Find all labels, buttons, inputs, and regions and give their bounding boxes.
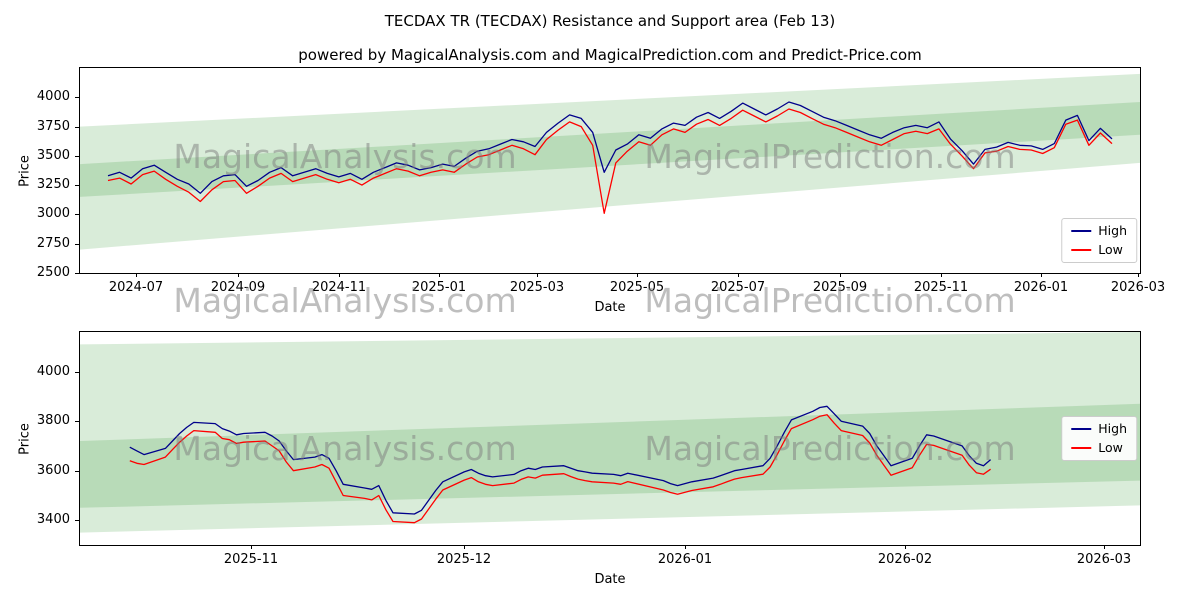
y-tick-mark — [75, 185, 79, 186]
high-legend-line-icon — [1071, 428, 1092, 430]
x-tick-label: 2026-03 — [1110, 280, 1166, 295]
x-tick-label: 2024-09 — [210, 280, 266, 295]
x-tick-mark — [738, 273, 739, 277]
y-tick-mark — [75, 471, 79, 472]
x-tick-label: 2025-09 — [812, 280, 868, 295]
x-tick-mark — [840, 273, 841, 277]
y-tick-mark — [75, 214, 79, 215]
figure-title: TECDAX TR (TECDAX) Resistance and Suppor… — [384, 12, 836, 30]
y-tick-label: 2500 — [36, 265, 70, 280]
low-legend-line-icon — [1071, 249, 1092, 251]
legend: High Low — [1061, 416, 1137, 461]
x-tick-mark — [537, 273, 538, 277]
x-tick-label: 2025-03 — [509, 280, 565, 295]
x-tick-label: 2025-05 — [609, 280, 665, 295]
legend-item-low: Low — [1071, 441, 1127, 455]
chart-canvas — [80, 332, 1140, 533]
x-tick-mark — [685, 545, 686, 549]
y-tick-mark — [75, 127, 79, 128]
low-legend-line-icon — [1071, 447, 1092, 449]
y-tick-mark — [75, 156, 79, 157]
y-axis-label: Price — [17, 155, 33, 187]
legend-label-high: High — [1098, 421, 1127, 436]
x-tick-mark — [238, 273, 239, 277]
legend-item-high: High — [1071, 422, 1127, 436]
x-tick-label: 2024-11 — [311, 280, 367, 295]
x-tick-label: 2026-01 — [1013, 280, 1069, 295]
legend: High Low — [1061, 218, 1137, 263]
legend-label-low: Low — [1098, 242, 1123, 257]
resistance-band — [80, 332, 1140, 508]
x-tick-label: 2026-01 — [657, 552, 713, 567]
resistance-band — [80, 73, 1140, 197]
x-tick-label: 2025-11 — [913, 280, 969, 295]
y-tick-label: 3500 — [36, 148, 70, 163]
x-tick-label: 2025-07 — [710, 280, 766, 295]
high-line — [107, 101, 1113, 194]
y-tick-mark — [75, 421, 79, 422]
legend-item-low: Low — [1071, 243, 1127, 257]
high-legend-line-icon — [1071, 230, 1092, 232]
figure-subtitle: powered by MagicalAnalysis.com and Magic… — [298, 46, 922, 64]
x-tick-label: 2024-07 — [108, 280, 164, 295]
plot-area-main — [79, 67, 1141, 274]
x-tick-label: 2025-12 — [436, 552, 492, 567]
y-tick-mark — [75, 273, 79, 274]
x-axis-label: Date — [594, 572, 626, 587]
y-tick-label: 3800 — [36, 413, 70, 428]
x-tick-mark — [464, 545, 465, 549]
x-tick-mark — [251, 545, 252, 549]
support-band — [80, 403, 1140, 533]
x-tick-label: 2026-02 — [877, 552, 933, 567]
x-tick-mark — [1041, 273, 1042, 277]
legend-label-high: High — [1098, 223, 1127, 238]
y-tick-label: 3000 — [36, 206, 70, 221]
x-tick-label: 2026-03 — [1076, 552, 1132, 567]
x-tick-mark — [905, 545, 906, 549]
x-tick-mark — [637, 273, 638, 277]
x-tick-mark — [339, 273, 340, 277]
y-tick-mark — [75, 372, 79, 373]
x-tick-mark — [136, 273, 137, 277]
y-tick-mark — [75, 97, 79, 98]
x-tick-label: 2025-01 — [411, 280, 467, 295]
legend-label-low: Low — [1098, 440, 1123, 455]
x-tick-mark — [439, 273, 440, 277]
x-axis-label: Date — [594, 300, 626, 315]
legend-item-high: High — [1071, 224, 1127, 238]
support-band — [80, 102, 1140, 250]
low-line — [129, 414, 991, 524]
y-tick-label: 4000 — [36, 364, 70, 379]
x-tick-mark — [1104, 545, 1105, 549]
y-tick-label: 3600 — [36, 463, 70, 478]
y-tick-label: 3750 — [36, 119, 70, 134]
low-line — [107, 108, 1113, 214]
y-tick-label: 2750 — [36, 236, 70, 251]
y-tick-label: 3250 — [36, 177, 70, 192]
chart-canvas — [80, 73, 1140, 250]
x-tick-mark — [1138, 273, 1139, 277]
x-tick-label: 2025-11 — [223, 552, 279, 567]
y-tick-mark — [75, 244, 79, 245]
y-axis-label: Price — [17, 423, 33, 455]
plot-area-zoom — [79, 331, 1141, 546]
x-tick-mark — [941, 273, 942, 277]
y-tick-label: 4000 — [36, 89, 70, 104]
high-line — [129, 405, 992, 515]
y-tick-mark — [75, 520, 79, 521]
y-tick-label: 3400 — [36, 512, 70, 527]
